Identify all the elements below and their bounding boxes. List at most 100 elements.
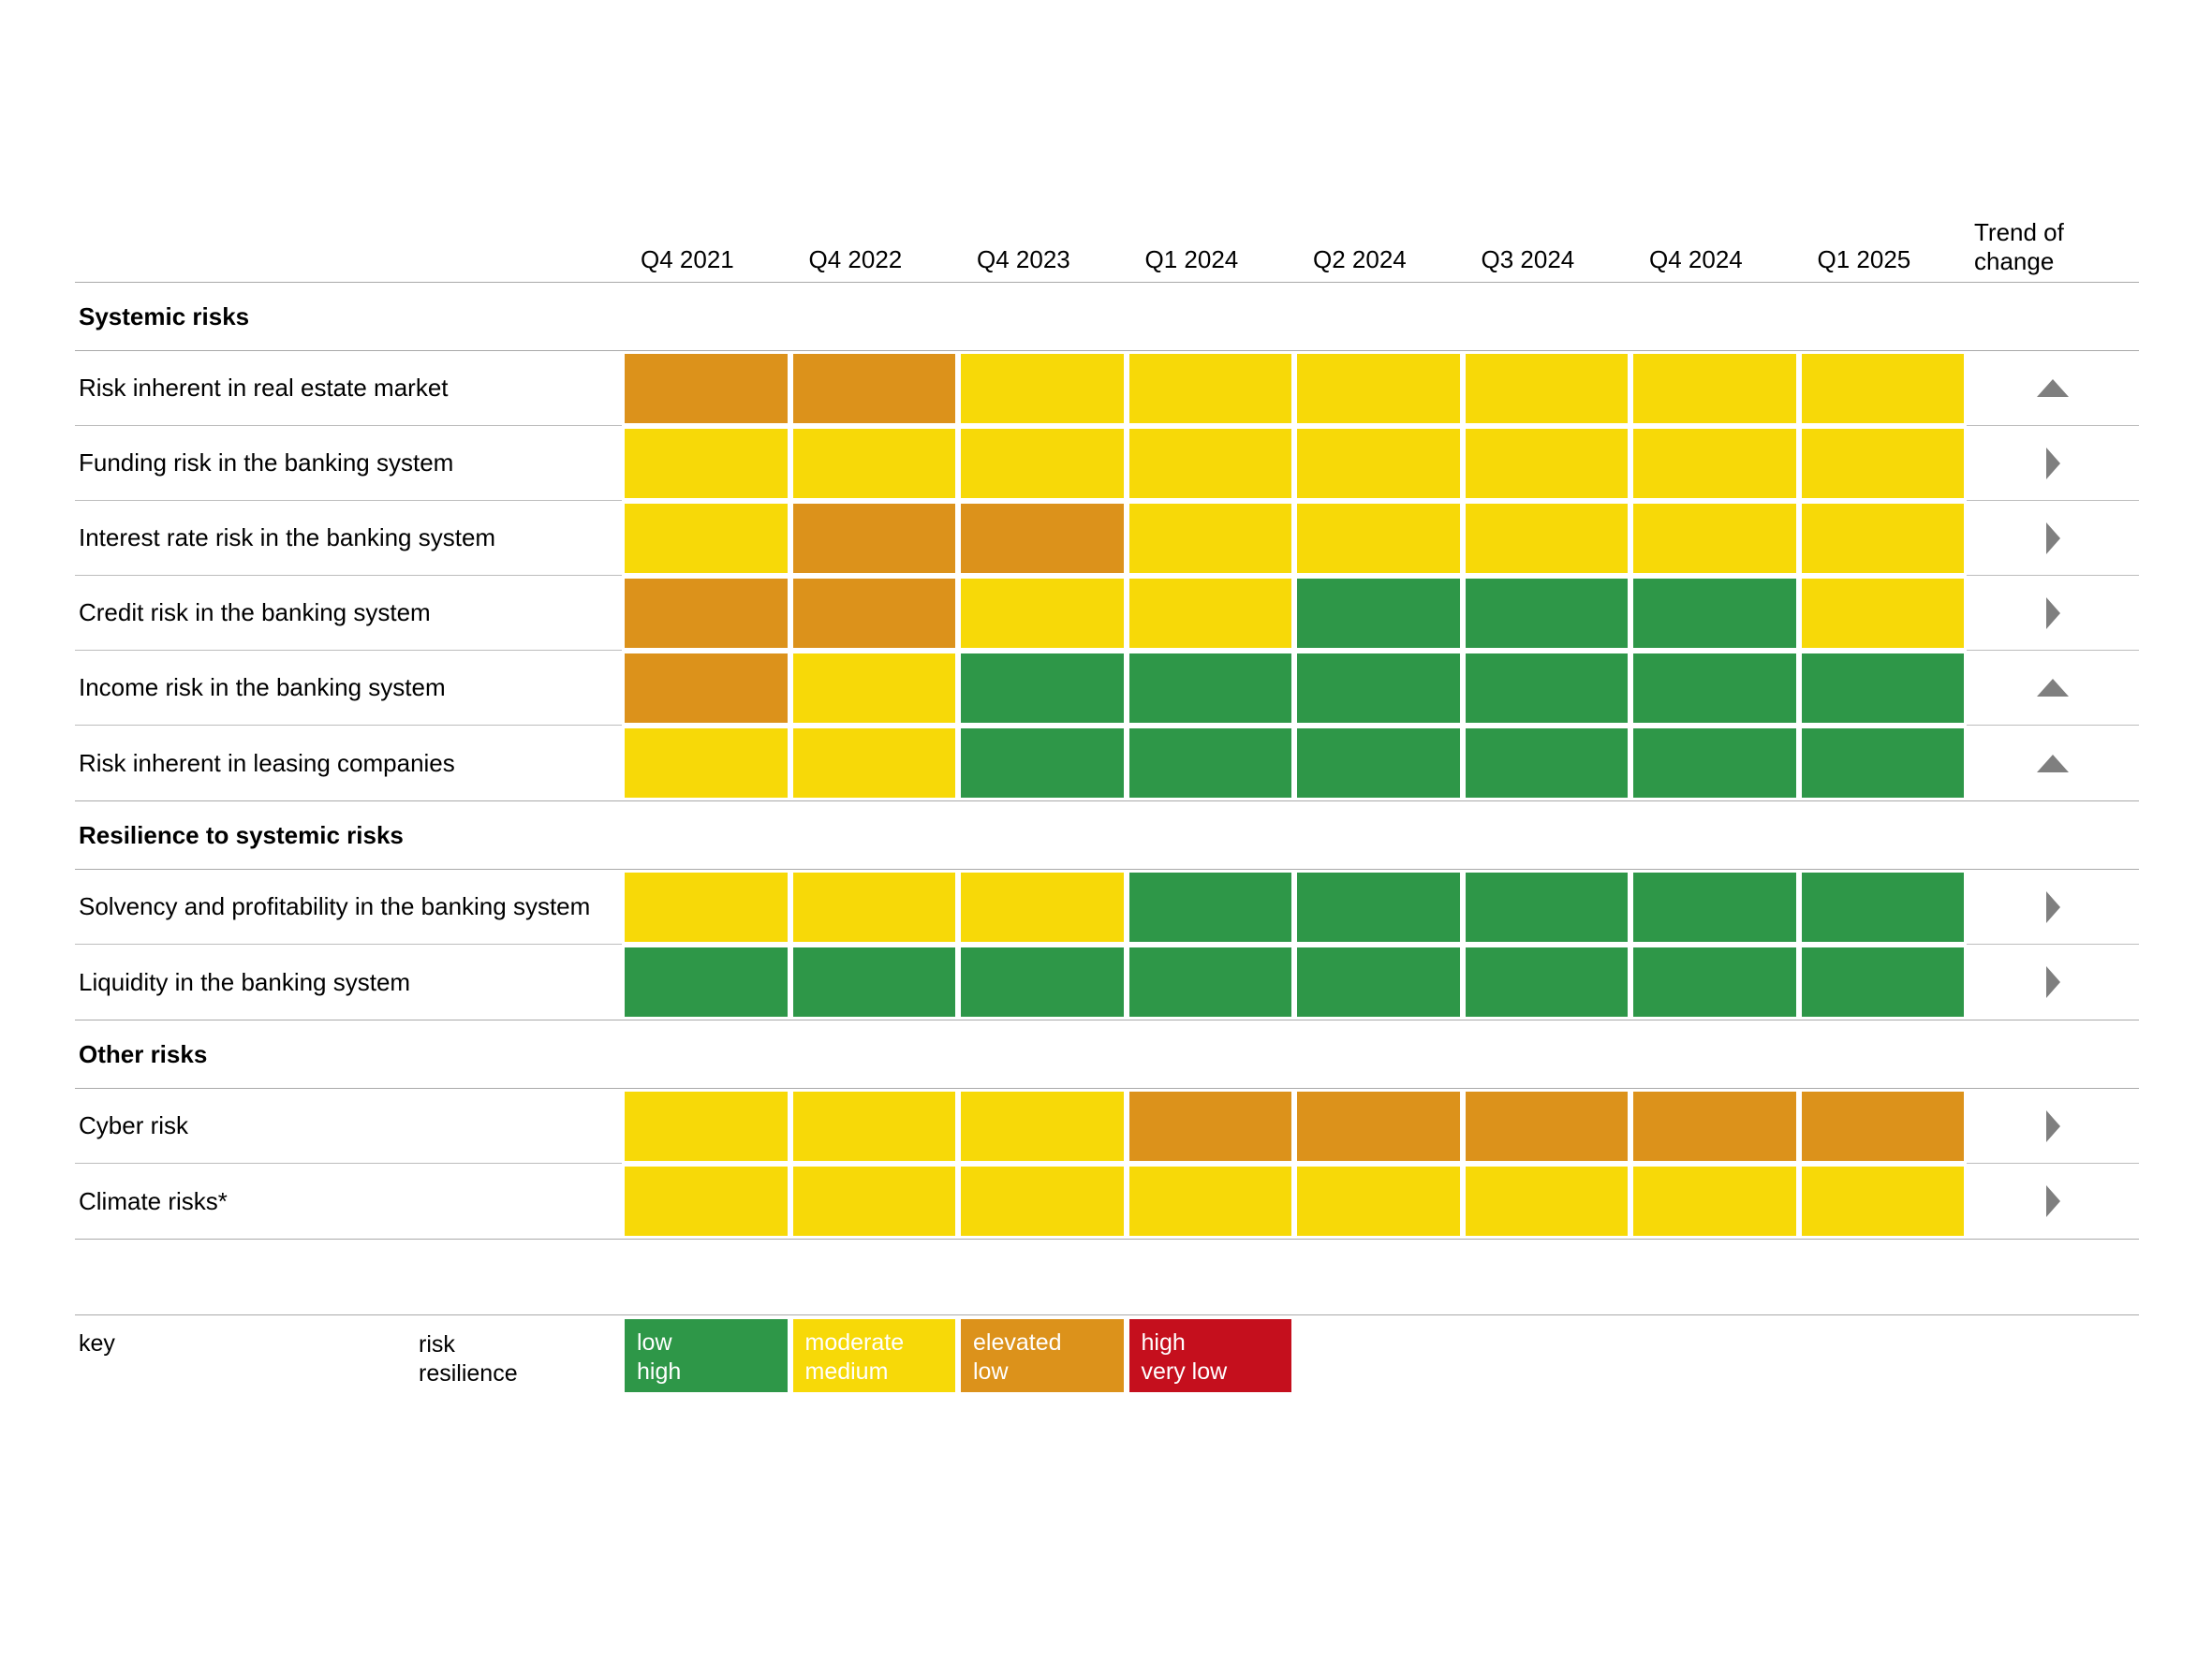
row-label: Interest rate risk in the banking system [75, 501, 622, 576]
risk-level-box [625, 429, 788, 498]
column-header: Q3 2024 [1481, 245, 1575, 273]
risk-level-box [1465, 653, 1628, 723]
risk-cell-green [1630, 870, 1799, 945]
risk-level-box [1128, 354, 1291, 423]
risk-cell-green [958, 726, 1127, 800]
trend-up-icon [2037, 379, 2069, 397]
trend-cell [1967, 726, 2139, 800]
trend-right-icon [2045, 1185, 2060, 1217]
key-resilience-label: very low [1141, 1358, 1228, 1385]
risk-cell-green [1463, 651, 1631, 726]
column-header: Q4 2022 [808, 245, 903, 273]
risk-level-box [1801, 579, 1964, 648]
risk-level-box [792, 1092, 955, 1161]
key-risk-label: low [637, 1329, 672, 1356]
risk-level-box [1633, 1167, 1796, 1236]
risk-level-box [1801, 354, 1964, 423]
risk-cell-orange [1463, 1089, 1631, 1164]
risk-cell-yellow [1799, 1164, 1968, 1239]
risk-level-box [625, 653, 788, 723]
risk-level-box [1128, 579, 1291, 648]
risk-cell-orange [1127, 1089, 1295, 1164]
risk-level-box [625, 354, 788, 423]
table-row: Liquidity in the banking system [75, 945, 2139, 1020]
risk-cell-green [1463, 945, 1631, 1020]
risk-cell-yellow [958, 870, 1127, 945]
key-title: key [79, 1330, 115, 1357]
risk-cell-yellow [1630, 1164, 1799, 1239]
risk-cell-yellow [1463, 351, 1631, 426]
risk-cell-green [1630, 726, 1799, 800]
table-row: Income risk in the banking system [75, 651, 2139, 726]
key-risk-label: moderate [804, 1329, 905, 1356]
risk-cell-yellow [622, 1089, 790, 1164]
risk-cell-yellow [1799, 426, 1968, 501]
risk-cell-green [958, 945, 1127, 1020]
section-header-row: Other risks [75, 1020, 2139, 1089]
risk-level-box [1297, 429, 1460, 498]
risk-level-box [792, 504, 955, 573]
risk-cell-yellow [1463, 501, 1631, 576]
risk-level-box [1633, 504, 1796, 573]
risk-cell-yellow [1630, 501, 1799, 576]
risk-level-box [625, 947, 788, 1017]
risk-cell-yellow [1127, 501, 1295, 576]
risk-cell-green [1294, 945, 1463, 1020]
section-header-row: Systemic risks [75, 283, 2139, 351]
risk-cell-green [1799, 870, 1968, 945]
risk-level-box [1128, 429, 1291, 498]
key-legend: key risk resilience low high moderate mediu… [75, 1314, 2139, 1396]
risk-cell-green [1799, 651, 1968, 726]
key-axis-labels: risk resilience [419, 1330, 518, 1388]
risk-cell-green [1463, 576, 1631, 651]
risk-cell-green [1799, 945, 1968, 1020]
risk-cell-green [1127, 870, 1295, 945]
risk-level-box [1128, 947, 1291, 1017]
trend-cell [1967, 1164, 2139, 1239]
key-item-green: low high [622, 1315, 790, 1396]
risk-cell-yellow [1294, 1164, 1463, 1239]
risk-cell-yellow [1799, 351, 1968, 426]
risk-level-box [1465, 579, 1628, 648]
trend-cell [1967, 351, 2139, 426]
table-row: Funding risk in the banking system [75, 426, 2139, 501]
risk-cell-yellow [790, 1089, 959, 1164]
trend-cell [1967, 501, 2139, 576]
key-resilience-label: low [973, 1358, 1009, 1385]
column-header: Q1 2024 [1144, 245, 1239, 273]
risk-cell-orange [958, 501, 1127, 576]
risk-cell-yellow [958, 351, 1127, 426]
risk-level-box [625, 1167, 788, 1236]
risk-cell-green [1630, 945, 1799, 1020]
trend-cell [1967, 426, 2139, 501]
risk-cell-yellow [622, 726, 790, 800]
risk-level-box [792, 429, 955, 498]
key-swatch: moderate medium [792, 1319, 955, 1392]
risk-cell-green [1463, 870, 1631, 945]
risk-cell-yellow [1127, 426, 1295, 501]
risk-level-box [625, 873, 788, 942]
key-swatch: low high [625, 1319, 788, 1392]
risk-cell-yellow [622, 426, 790, 501]
risk-level-box [1128, 873, 1291, 942]
trend-cell [1967, 576, 2139, 651]
risk-level-box [792, 728, 955, 798]
risk-cell-yellow [1127, 351, 1295, 426]
risk-level-box [961, 1167, 1124, 1236]
key-axis-risk-label: risk [419, 1331, 455, 1358]
risk-level-box [1633, 354, 1796, 423]
table-row: Credit risk in the banking system [75, 576, 2139, 651]
key-label-cell: key risk resilience [75, 1315, 622, 1396]
trend-right-icon [2045, 521, 2060, 554]
risk-cell-yellow [790, 651, 959, 726]
risk-level-box [792, 947, 955, 1017]
risk-cell-green [622, 945, 790, 1020]
trend-cell [1967, 651, 2139, 726]
risk-level-box [1801, 728, 1964, 798]
risk-level-box [1465, 873, 1628, 942]
risk-level-box [1633, 947, 1796, 1017]
risk-cell-yellow [958, 1089, 1127, 1164]
risk-level-box [792, 1167, 955, 1236]
key-item-red: high very low [1127, 1315, 1295, 1396]
risk-level-box [1297, 653, 1460, 723]
